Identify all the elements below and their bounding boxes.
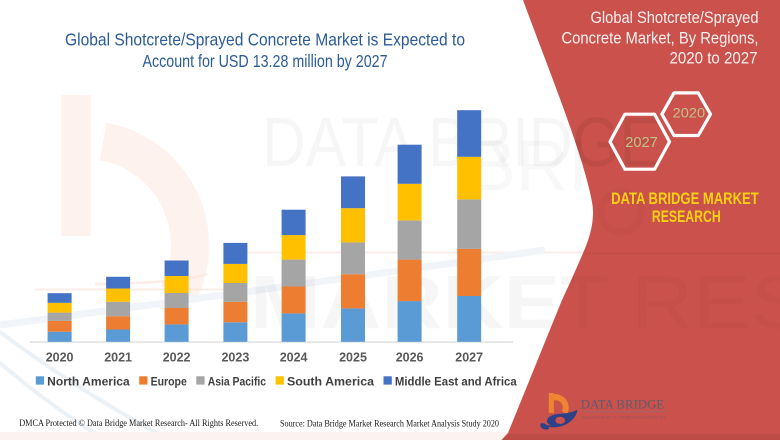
svg-text:Europe: Europe xyxy=(151,376,187,388)
svg-text:Concrete Market, By Regions,: Concrete Market, By Regions, xyxy=(562,30,759,48)
svg-text:Global Shotcrete/Sprayed: Global Shotcrete/Sprayed xyxy=(591,9,759,27)
svg-text:Middle East and Africa: Middle East and Africa xyxy=(395,376,517,388)
svg-text:Account for USD 13.28 million: Account for USD 13.28 million by 2027 xyxy=(143,51,388,71)
svg-text:BRI: BRI xyxy=(468,126,588,206)
svg-text:2020: 2020 xyxy=(673,106,706,121)
svg-text:Global Shotcrete/Sprayed Concr: Global Shotcrete/Sprayed Concrete Market… xyxy=(65,30,465,50)
svg-text:2024: 2024 xyxy=(280,351,308,365)
svg-text:2022: 2022 xyxy=(163,351,191,365)
svg-text:2020: 2020 xyxy=(46,351,74,365)
svg-text:2023: 2023 xyxy=(221,351,249,365)
svg-text:Asia Pacific: Asia Pacific xyxy=(208,376,267,388)
svg-text:DATA BRIDGE MARKET: DATA BRIDGE MARKET xyxy=(611,189,759,208)
svg-text:2027: 2027 xyxy=(455,351,483,365)
svg-text:MARKET RESEARCH: MARKET RESEARCH xyxy=(582,415,667,421)
svg-text:Source: Data Bridge Market Res: Source: Data Bridge Market Research Mark… xyxy=(280,420,499,430)
svg-text:2025: 2025 xyxy=(339,351,367,365)
svg-text:2021: 2021 xyxy=(104,351,132,365)
svg-text:North America: North America xyxy=(47,376,130,388)
svg-text:2020 to 2027: 2020 to 2027 xyxy=(670,49,758,67)
svg-text:2027: 2027 xyxy=(625,134,658,151)
svg-text:2026: 2026 xyxy=(396,351,424,365)
svg-text:DATA BRIDGE: DATA BRIDGE xyxy=(581,397,665,412)
svg-text:South America: South America xyxy=(287,376,375,388)
svg-text:RESEARCH: RESEARCH xyxy=(652,207,721,226)
svg-text:DMCA Protected © Data Bridge M: DMCA Protected © Data Bridge Market Rese… xyxy=(19,418,258,429)
